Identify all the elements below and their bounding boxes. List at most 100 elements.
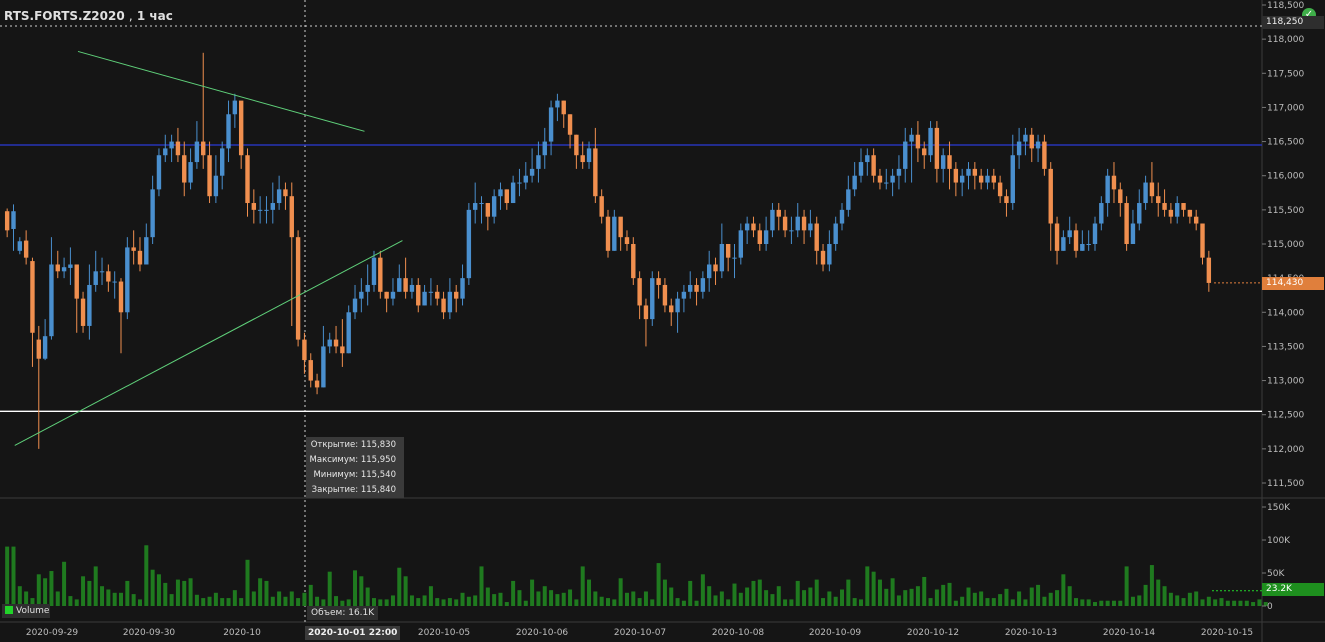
candle-down: [454, 291, 459, 299]
candle-down: [915, 134, 921, 149]
volume-bar: [258, 578, 263, 606]
volume-bar: [846, 579, 851, 606]
candle-up: [264, 209, 269, 211]
tooltip-low-label: Минимум:: [313, 470, 359, 480]
tooltip-open-label: Открытие:: [310, 440, 359, 450]
volume-bar: [991, 598, 996, 606]
candle-up: [93, 271, 98, 285]
candle-down: [1162, 203, 1167, 210]
candle-up: [681, 291, 687, 299]
candle-down: [1004, 196, 1009, 204]
candle-down: [972, 168, 978, 176]
ohlc-tooltip: Открытие: 115,830 Максимум: 115,950 Мини…: [306, 437, 404, 498]
volume-bar: [555, 594, 560, 606]
candle-down: [820, 250, 826, 265]
candle-down: [55, 264, 60, 272]
candle-up: [941, 155, 946, 169]
candle-up: [397, 278, 402, 292]
volume-bar: [24, 591, 29, 606]
time-tick-label: 2020-10: [223, 628, 261, 638]
ascending-trend-line[interactable]: [14, 240, 403, 446]
candle-down: [1048, 168, 1053, 224]
candle-down: [1054, 223, 1060, 251]
volume-bar: [1017, 591, 1022, 606]
volume-bar: [1029, 587, 1034, 606]
candle-down: [877, 175, 883, 183]
volume-bar: [795, 580, 800, 606]
candle-up: [966, 168, 971, 176]
candle-up: [472, 203, 478, 210]
candle-up: [169, 141, 174, 149]
candle-up: [68, 264, 73, 268]
candle-down: [4, 211, 10, 231]
candle-up: [529, 168, 535, 176]
volume-bar: [726, 599, 731, 606]
time-tick-label: 2020-10-14: [1103, 628, 1156, 638]
price-tick-label: 113,000: [1267, 377, 1304, 387]
volume-bar: [599, 596, 604, 606]
candle-up: [909, 134, 914, 142]
candle-up: [928, 127, 933, 156]
volume-bar: [1023, 599, 1028, 606]
candle-down: [991, 175, 997, 183]
last-volume-tag: 23.2K: [1262, 583, 1324, 596]
volume-bar: [74, 599, 79, 606]
candle-up: [409, 284, 415, 292]
time-tick-label: 2020-10-07: [614, 628, 666, 638]
volume-bar: [239, 598, 244, 606]
candle-up: [1016, 141, 1022, 156]
candle-down: [308, 360, 313, 381]
candle-up: [359, 291, 364, 299]
candle-up: [536, 155, 541, 169]
volume-legend[interactable]: Volume: [2, 604, 50, 618]
candle-down: [384, 291, 389, 299]
volume-bar: [593, 591, 598, 606]
candle-up: [390, 291, 396, 299]
candle-down: [1156, 196, 1161, 204]
volume-bar: [1010, 599, 1015, 606]
volume-bar: [277, 591, 282, 606]
volume-tick-label: 0: [1267, 602, 1273, 612]
volume-bar: [580, 566, 585, 606]
candle-down: [1200, 223, 1205, 258]
volume-bar: [606, 598, 610, 606]
timeframe-label[interactable]: 1 час: [136, 9, 173, 23]
volume-bar: [62, 561, 67, 606]
candle-down: [580, 155, 585, 163]
candle-up: [479, 203, 484, 205]
volume-bar: [1194, 591, 1199, 606]
price-tick-label: 118,500: [1267, 1, 1304, 11]
volume-bar: [144, 545, 149, 606]
price-tick-label: 116,500: [1267, 138, 1304, 148]
time-tick-label: 2020-10-15: [1201, 628, 1253, 638]
candle-up: [321, 346, 326, 388]
volume-bar: [1036, 584, 1041, 606]
candle-down: [934, 127, 940, 169]
candle-down: [757, 230, 762, 244]
price-tick-label: 113,500: [1267, 342, 1304, 352]
candle-down: [80, 298, 86, 326]
candle-up: [447, 291, 453, 313]
volume-bar: [1105, 600, 1110, 606]
volume-bar: [536, 591, 541, 606]
volume-bar: [334, 596, 339, 606]
volume-bar: [390, 595, 395, 606]
volume-bar: [365, 587, 370, 606]
volume-bar: [163, 582, 168, 606]
candle-up: [213, 175, 219, 197]
descending-trend-line[interactable]: [77, 50, 365, 132]
candle-up: [49, 264, 54, 337]
volume-bar: [156, 574, 161, 606]
volume-bar: [473, 595, 478, 606]
candle-up: [1137, 203, 1142, 224]
candle-up: [1067, 230, 1072, 238]
candle-down: [871, 155, 876, 176]
volume-bar: [220, 598, 225, 606]
volume-bar: [833, 596, 838, 606]
candle-up: [498, 189, 503, 197]
candle-down: [1193, 216, 1199, 224]
volume-bar: [840, 589, 845, 606]
volume-bar: [49, 571, 54, 606]
candle-down: [314, 380, 320, 388]
